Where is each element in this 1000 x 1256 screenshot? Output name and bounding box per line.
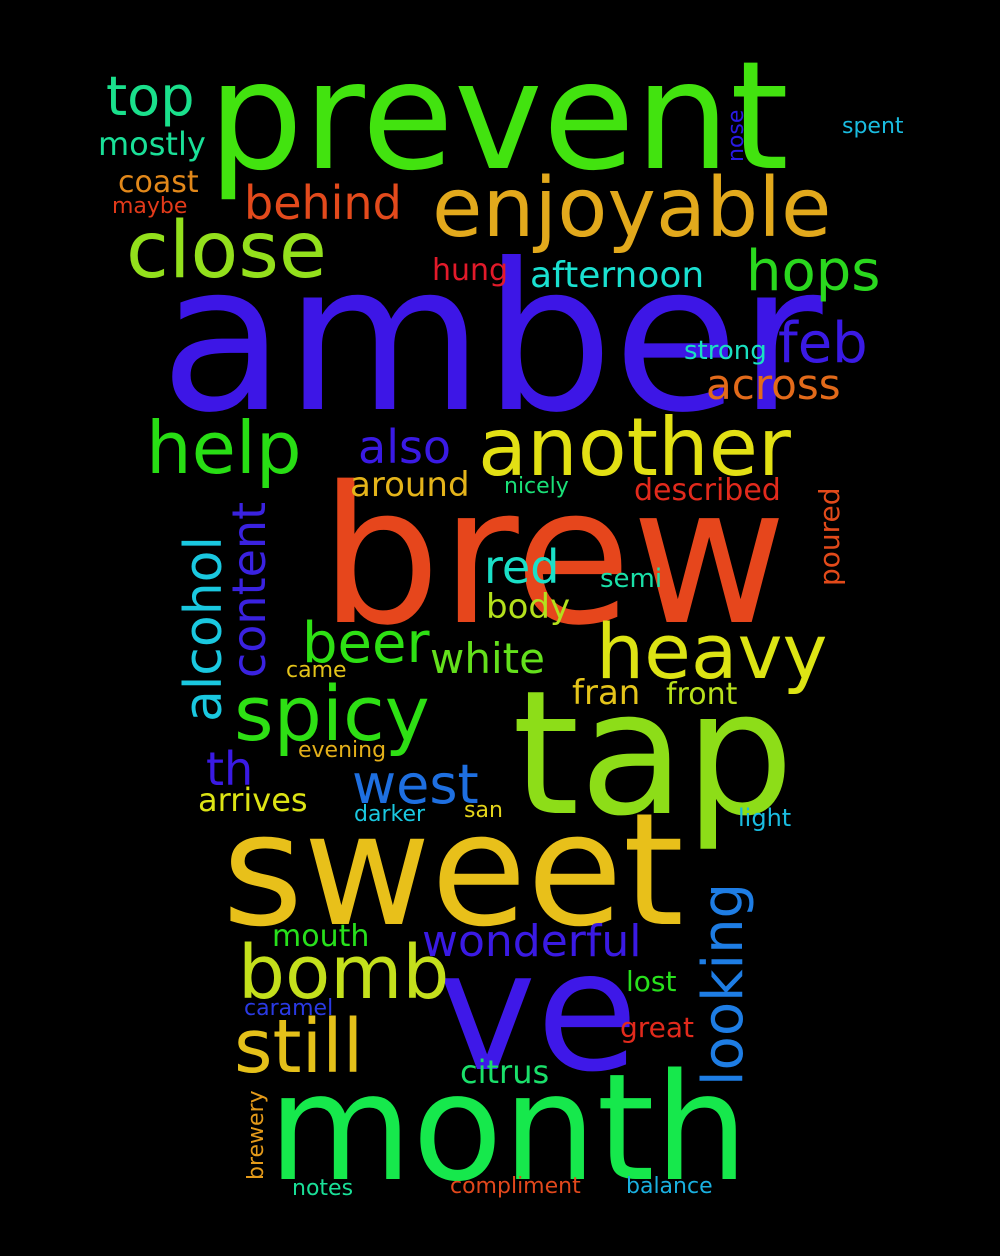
word-poured: poured [813, 487, 846, 586]
word-mouth: mouth [272, 919, 370, 954]
word-compliment: compliment [450, 1174, 581, 1199]
word-west: west [352, 753, 479, 816]
word-content: content [222, 501, 276, 678]
word-ve: ve [438, 916, 639, 1109]
word-strong: strong [684, 336, 767, 366]
word-afternoon: afternoon [530, 255, 705, 296]
word-looking: looking [691, 882, 756, 1086]
word-also: also [358, 420, 452, 474]
word-notes: notes [292, 1176, 354, 1201]
word-enjoyable: enjoyable [432, 161, 832, 256]
word-hung: hung [432, 253, 509, 288]
word-front: front [666, 677, 738, 712]
word-brew: brew [320, 446, 787, 667]
word-arrives: arrives [198, 781, 308, 819]
word-balance: balance [626, 1174, 713, 1199]
word-behind: behind [244, 176, 402, 230]
word-hops: hops [746, 239, 881, 304]
word-top: top [106, 65, 195, 128]
word-th: th [206, 742, 254, 796]
word-around: around [350, 465, 470, 505]
word-nicely: nicely [504, 474, 569, 499]
word-citrus: citrus [460, 1053, 550, 1091]
word-semi: semi [600, 564, 663, 594]
word-body: body [486, 587, 571, 627]
word-fran: fran [572, 673, 641, 713]
word-beer: beer [302, 611, 430, 676]
word-help: help [146, 406, 302, 490]
word-described: described [634, 473, 781, 508]
word-caramel: caramel [244, 996, 334, 1021]
word-brewery: brewery [244, 1090, 269, 1180]
word-spent: spent [842, 114, 904, 139]
word-mostly: mostly [98, 125, 206, 163]
word-great: great [620, 1011, 695, 1044]
word-sweet: sweet [222, 779, 684, 961]
word-red: red [484, 540, 560, 594]
word-tap: tap [512, 653, 795, 854]
word-heavy: heavy [596, 607, 828, 696]
word-still: still [234, 1004, 364, 1090]
word-maybe: maybe [112, 194, 188, 219]
word-white: white [430, 634, 545, 683]
word-san: san [464, 798, 503, 823]
word-spicy: spicy [234, 669, 430, 758]
word-another: another [478, 401, 791, 494]
word-prevent: prevent [208, 30, 789, 204]
word-across: across [706, 360, 841, 409]
word-nose: nose [724, 109, 749, 162]
word-amber: amber [160, 221, 823, 458]
word-darker: darker [354, 802, 426, 827]
word-coast: coast [118, 165, 199, 200]
word-close: close [126, 206, 327, 296]
word-came: came [286, 658, 347, 683]
word-light: light [738, 804, 792, 832]
word-evening: evening [298, 738, 387, 763]
word-lost: lost [626, 965, 677, 998]
word-feb: feb [778, 311, 868, 376]
word-bomb: bomb [238, 930, 450, 1016]
word-month: month [268, 1042, 749, 1214]
word-wonderful: wonderful [422, 916, 642, 967]
